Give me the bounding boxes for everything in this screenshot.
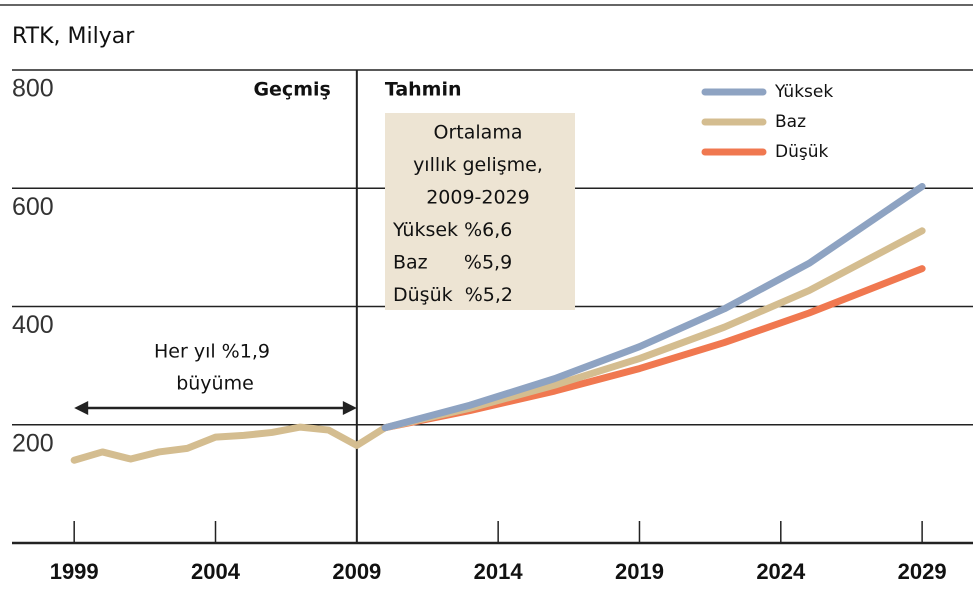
y-tick-label: 400 <box>12 311 54 339</box>
y-axis-label: RTK, Milyar <box>12 24 135 49</box>
note-text: yıllık gelişme, <box>413 154 543 176</box>
growth-text: Her yıl %1,9 <box>154 341 270 363</box>
y-tick-label: 200 <box>12 429 54 457</box>
note-text: Yüksek %6,6 <box>392 219 512 241</box>
x-tick-label: 2019 <box>615 559 664 584</box>
x-tick-label: 2014 <box>474 559 524 584</box>
arrow-head <box>342 401 357 415</box>
forecast-label: Tahmin <box>385 79 462 101</box>
note-text: Baz %5,9 <box>393 252 512 274</box>
note-text: 2009-2029 <box>426 187 530 209</box>
x-tick-label: 1999 <box>50 559 99 584</box>
y-tick-label: 800 <box>12 75 54 103</box>
note-text: Düşük %5,2 <box>393 284 513 306</box>
legend-label: Yüksek <box>774 82 833 102</box>
legend-label: Baz <box>775 112 806 132</box>
x-tick-label: 2009 <box>332 559 381 584</box>
arrow-head <box>74 401 89 415</box>
x-tick-label: 2029 <box>898 559 947 584</box>
legend-label: Düşük <box>775 142 828 162</box>
growth-text: büyüme <box>176 373 254 395</box>
history-line <box>70 423 389 464</box>
x-tick-label: 2004 <box>191 559 241 584</box>
note-box <box>385 113 575 310</box>
note-text: Ortalama <box>434 122 523 144</box>
past-label: Geçmiş <box>253 79 330 101</box>
y-tick-label: 600 <box>12 193 54 221</box>
x-tick-label: 2024 <box>756 559 806 584</box>
series-line <box>381 182 926 432</box>
